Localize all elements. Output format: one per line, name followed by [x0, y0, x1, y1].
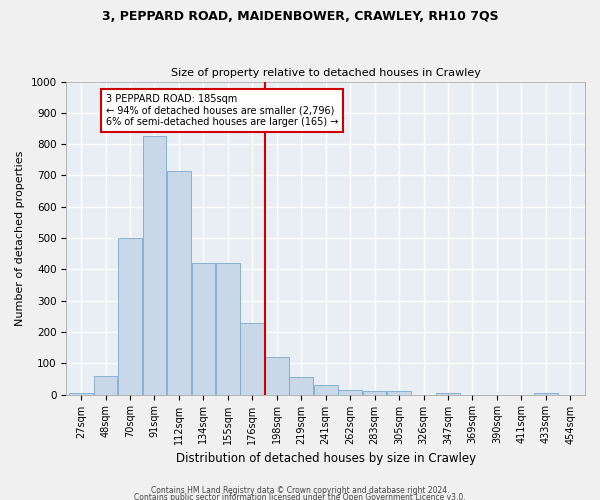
Y-axis label: Number of detached properties: Number of detached properties: [15, 150, 25, 326]
Text: 3, PEPPARD ROAD, MAIDENBOWER, CRAWLEY, RH10 7QS: 3, PEPPARD ROAD, MAIDENBOWER, CRAWLEY, R…: [101, 10, 499, 23]
Bar: [289, 378, 313, 394]
Bar: [265, 357, 289, 395]
Bar: [363, 392, 386, 394]
Text: Contains HM Land Registry data © Crown copyright and database right 2024.: Contains HM Land Registry data © Crown c…: [151, 486, 449, 495]
Bar: [314, 385, 338, 394]
Text: Contains public sector information licensed under the Open Government Licence v3: Contains public sector information licen…: [134, 494, 466, 500]
Bar: [118, 238, 142, 394]
Bar: [338, 390, 362, 394]
Bar: [436, 393, 460, 394]
Bar: [143, 136, 166, 394]
Bar: [216, 263, 240, 394]
X-axis label: Distribution of detached houses by size in Crawley: Distribution of detached houses by size …: [176, 452, 476, 465]
Bar: [534, 393, 558, 394]
Bar: [94, 376, 118, 394]
Title: Size of property relative to detached houses in Crawley: Size of property relative to detached ho…: [171, 68, 481, 78]
Bar: [191, 263, 215, 394]
Bar: [69, 393, 93, 394]
Text: 3 PEPPARD ROAD: 185sqm
← 94% of detached houses are smaller (2,796)
6% of semi-d: 3 PEPPARD ROAD: 185sqm ← 94% of detached…: [106, 94, 338, 128]
Bar: [387, 392, 411, 394]
Bar: [167, 171, 191, 394]
Bar: [241, 322, 264, 394]
